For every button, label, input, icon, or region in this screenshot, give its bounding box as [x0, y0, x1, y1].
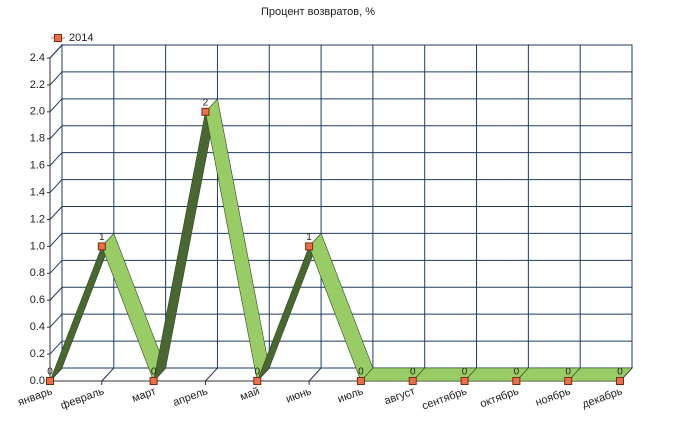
- grid-line: [49, 98, 63, 113]
- grid-line: [49, 286, 63, 301]
- data-label: 0: [358, 367, 364, 378]
- data-label: 0: [565, 367, 571, 378]
- chart-title: Процент возвратов, %: [261, 6, 375, 18]
- grid-line: [49, 340, 63, 355]
- marker: [408, 377, 417, 385]
- floor-line: [205, 367, 218, 382]
- x-tick-label: сентябрь: [420, 385, 468, 412]
- x-tick-label: апрель: [171, 385, 209, 409]
- marker: [149, 377, 158, 385]
- data-label: 0: [254, 367, 260, 378]
- x-tick-label: октябрь: [479, 385, 521, 410]
- floor-line: [101, 367, 115, 382]
- grid-line: [49, 233, 63, 247]
- y-tick-label: 0.6: [30, 294, 45, 306]
- y-tick-label: 1.6: [30, 160, 45, 172]
- y-tick-label: 1.8: [30, 133, 45, 145]
- y-tick-label: 2.2: [30, 79, 45, 91]
- data-label: 1: [306, 232, 312, 243]
- marker: [253, 377, 262, 385]
- x-tick-label: февраль: [59, 385, 106, 412]
- data-label: 0: [462, 367, 468, 378]
- data-label: 0: [514, 367, 520, 378]
- y-tick-label: 0.4: [30, 321, 45, 333]
- x-tick-label: январь: [16, 385, 54, 409]
- marker: [356, 377, 365, 385]
- y-tick-label: 2.0: [30, 106, 45, 118]
- y-tick-label: 0.0: [30, 375, 45, 387]
- y-tick-label: 1.4: [30, 186, 45, 198]
- y-tick-label: 0.8: [30, 267, 45, 279]
- grid-line: [49, 179, 63, 193]
- floor-line: [308, 367, 322, 382]
- legend-label: 2014: [69, 32, 93, 44]
- x-tick-label: июль: [336, 385, 365, 405]
- grid-line: [49, 206, 63, 220]
- marker: [46, 377, 54, 385]
- y-tick-label: 0.2: [30, 348, 45, 360]
- data-label: 2: [203, 97, 209, 108]
- x-tick-label: май: [239, 385, 262, 403]
- marker: [616, 377, 624, 385]
- y-tick-label: 1.2: [30, 213, 45, 225]
- grid-line: [49, 152, 63, 167]
- grid-line: [49, 71, 63, 86]
- x-tick-label: ноябрь: [534, 385, 572, 409]
- legend-marker: [54, 34, 62, 42]
- data-label: 0: [151, 367, 157, 378]
- marker: [305, 242, 314, 251]
- data-label: 0: [410, 367, 416, 378]
- x-tick-label: март: [130, 385, 157, 405]
- x-tick-label: август: [383, 385, 417, 407]
- grid-line: [49, 259, 63, 274]
- y-tick-label: 2.4: [30, 52, 45, 64]
- data-label: 0: [617, 367, 623, 378]
- marker: [564, 377, 573, 385]
- marker: [201, 107, 210, 116]
- marker: [512, 377, 521, 385]
- x-tick-label: июнь: [284, 385, 313, 405]
- grid-line: [49, 125, 63, 140]
- x-tick-label: декабрь: [581, 385, 625, 411]
- marker: [97, 242, 106, 251]
- data-label: 0: [47, 367, 53, 378]
- data-label: 1: [99, 232, 105, 243]
- y-tick-label: 1.0: [30, 240, 45, 252]
- marker: [460, 377, 469, 385]
- grid-line: [49, 313, 63, 328]
- grid-line: [49, 44, 63, 59]
